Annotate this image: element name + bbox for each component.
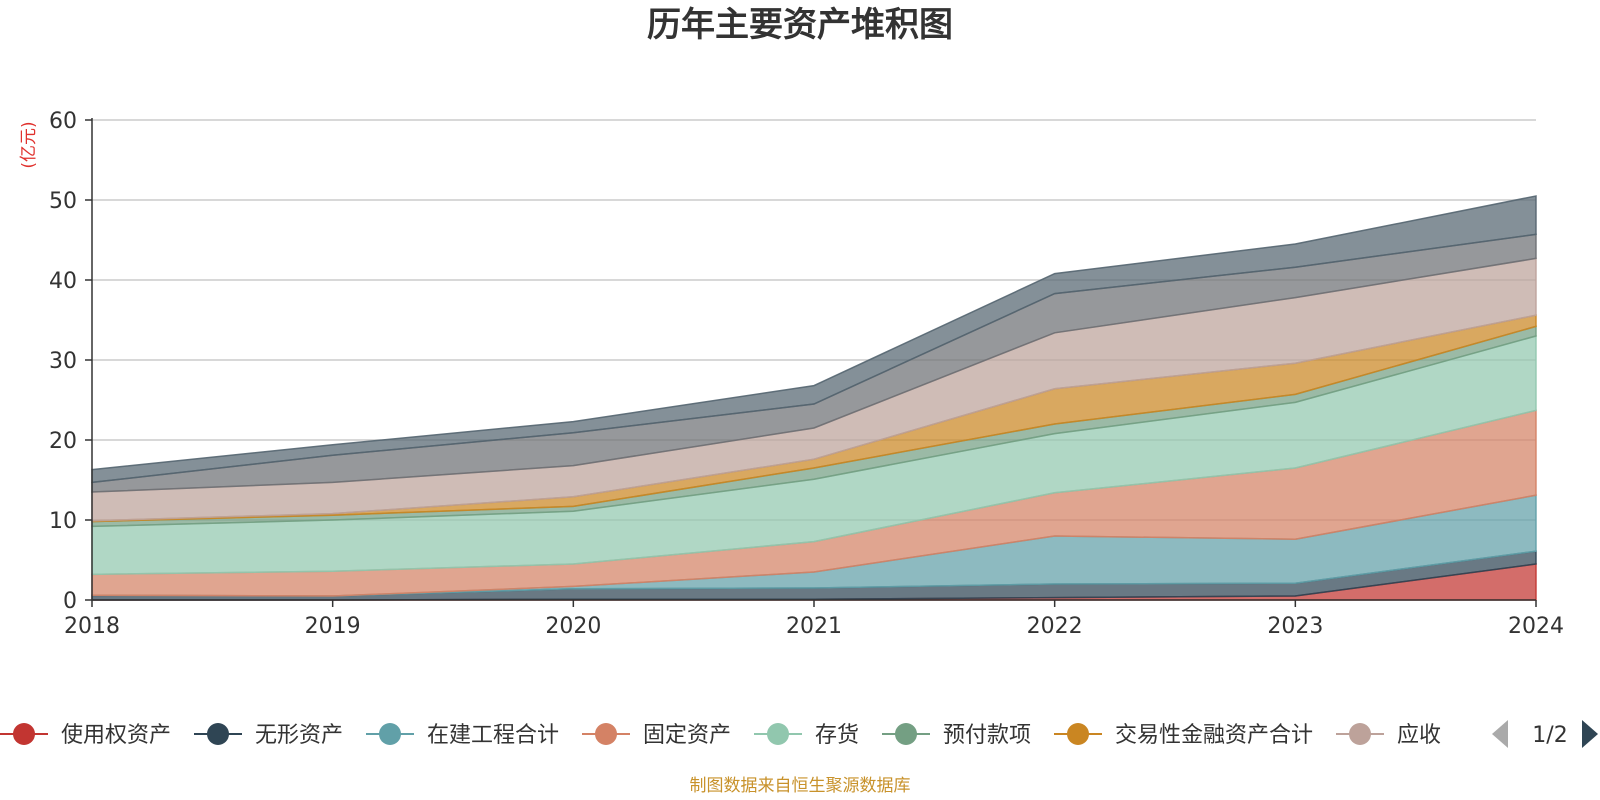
legend-circle-marker <box>1349 723 1371 745</box>
legend-prev-page-icon[interactable] <box>1492 720 1508 748</box>
legend-circle-marker <box>1067 723 1089 745</box>
legend-label: 在建工程合计 <box>427 723 559 748</box>
legend-label: 存货 <box>815 723 859 748</box>
y-tick-label: 50 <box>49 189 77 214</box>
legend-label: 使用权资产 <box>61 723 171 748</box>
area-series-layer <box>91 195 1537 601</box>
legend-circle-marker <box>895 723 917 745</box>
y-tick-label: 60 <box>49 109 77 134</box>
legend-label: 无形资产 <box>255 723 343 748</box>
legend-item[interactable]: 预付款项 <box>882 723 1031 748</box>
y-tick-label: 20 <box>49 429 77 454</box>
y-tick-label: 40 <box>49 269 77 294</box>
legend-item[interactable]: 交易性金融资产合计 <box>1054 723 1313 748</box>
legend-circle-marker <box>207 723 229 745</box>
axes: 0 10 20 30 40 50 60 2018 2019 2020 2021 2022 2023 202… <box>49 109 1564 639</box>
legend-circle-marker <box>379 723 401 745</box>
legend-label: 固定资产 <box>643 723 731 748</box>
legend-item[interactable]: 在建工程合计 <box>366 723 559 748</box>
legend-label: 预付款项 <box>943 723 1031 748</box>
y-tick-label: 0 <box>63 589 77 614</box>
legend-item[interactable]: 使用权资产 <box>0 723 171 748</box>
legend-item[interactable]: 存货 <box>754 723 859 748</box>
legend-item[interactable]: 固定资产 <box>582 723 731 748</box>
legend-circle-marker <box>595 723 617 745</box>
legend-label: 应收 <box>1397 723 1441 748</box>
x-tick-label: 2023 <box>1267 614 1323 639</box>
y-tick-label: 10 <box>49 509 77 534</box>
x-tick-label: 2021 <box>786 614 842 639</box>
legend-next-page-icon[interactable] <box>1582 720 1598 748</box>
y-tick-label: 30 <box>49 349 77 374</box>
legend-circle-marker <box>13 723 35 745</box>
x-tick-label: 2018 <box>64 614 120 639</box>
legend-item[interactable]: 无形资产 <box>194 723 343 748</box>
legend-label: 交易性金融资产合计 <box>1115 723 1313 748</box>
y-axis-unit-label: (亿元) <box>19 121 39 168</box>
legend-item[interactable]: 应收 <box>1336 723 1441 748</box>
chart-title: 历年主要资产堆积图 <box>647 5 953 45</box>
legend-pager: 1/2 <box>1482 712 1600 760</box>
x-tick-label: 2024 <box>1508 614 1564 639</box>
data-source-note: 制图数据来自恒生聚源数据库 <box>690 776 911 796</box>
legend: 使用权资产 无形资产 在建工程合计 固定资产 存货 预付款项 交易性金融资产合计 应收 1/2 <box>0 712 1600 760</box>
legend-circle-marker <box>767 723 789 745</box>
x-tick-label: 2022 <box>1027 614 1083 639</box>
x-tick-label: 2019 <box>305 614 361 639</box>
x-tick-label: 2020 <box>545 614 601 639</box>
legend-page-indicator: 1/2 <box>1532 723 1567 748</box>
area-series-9[interactable] <box>91 195 1537 484</box>
